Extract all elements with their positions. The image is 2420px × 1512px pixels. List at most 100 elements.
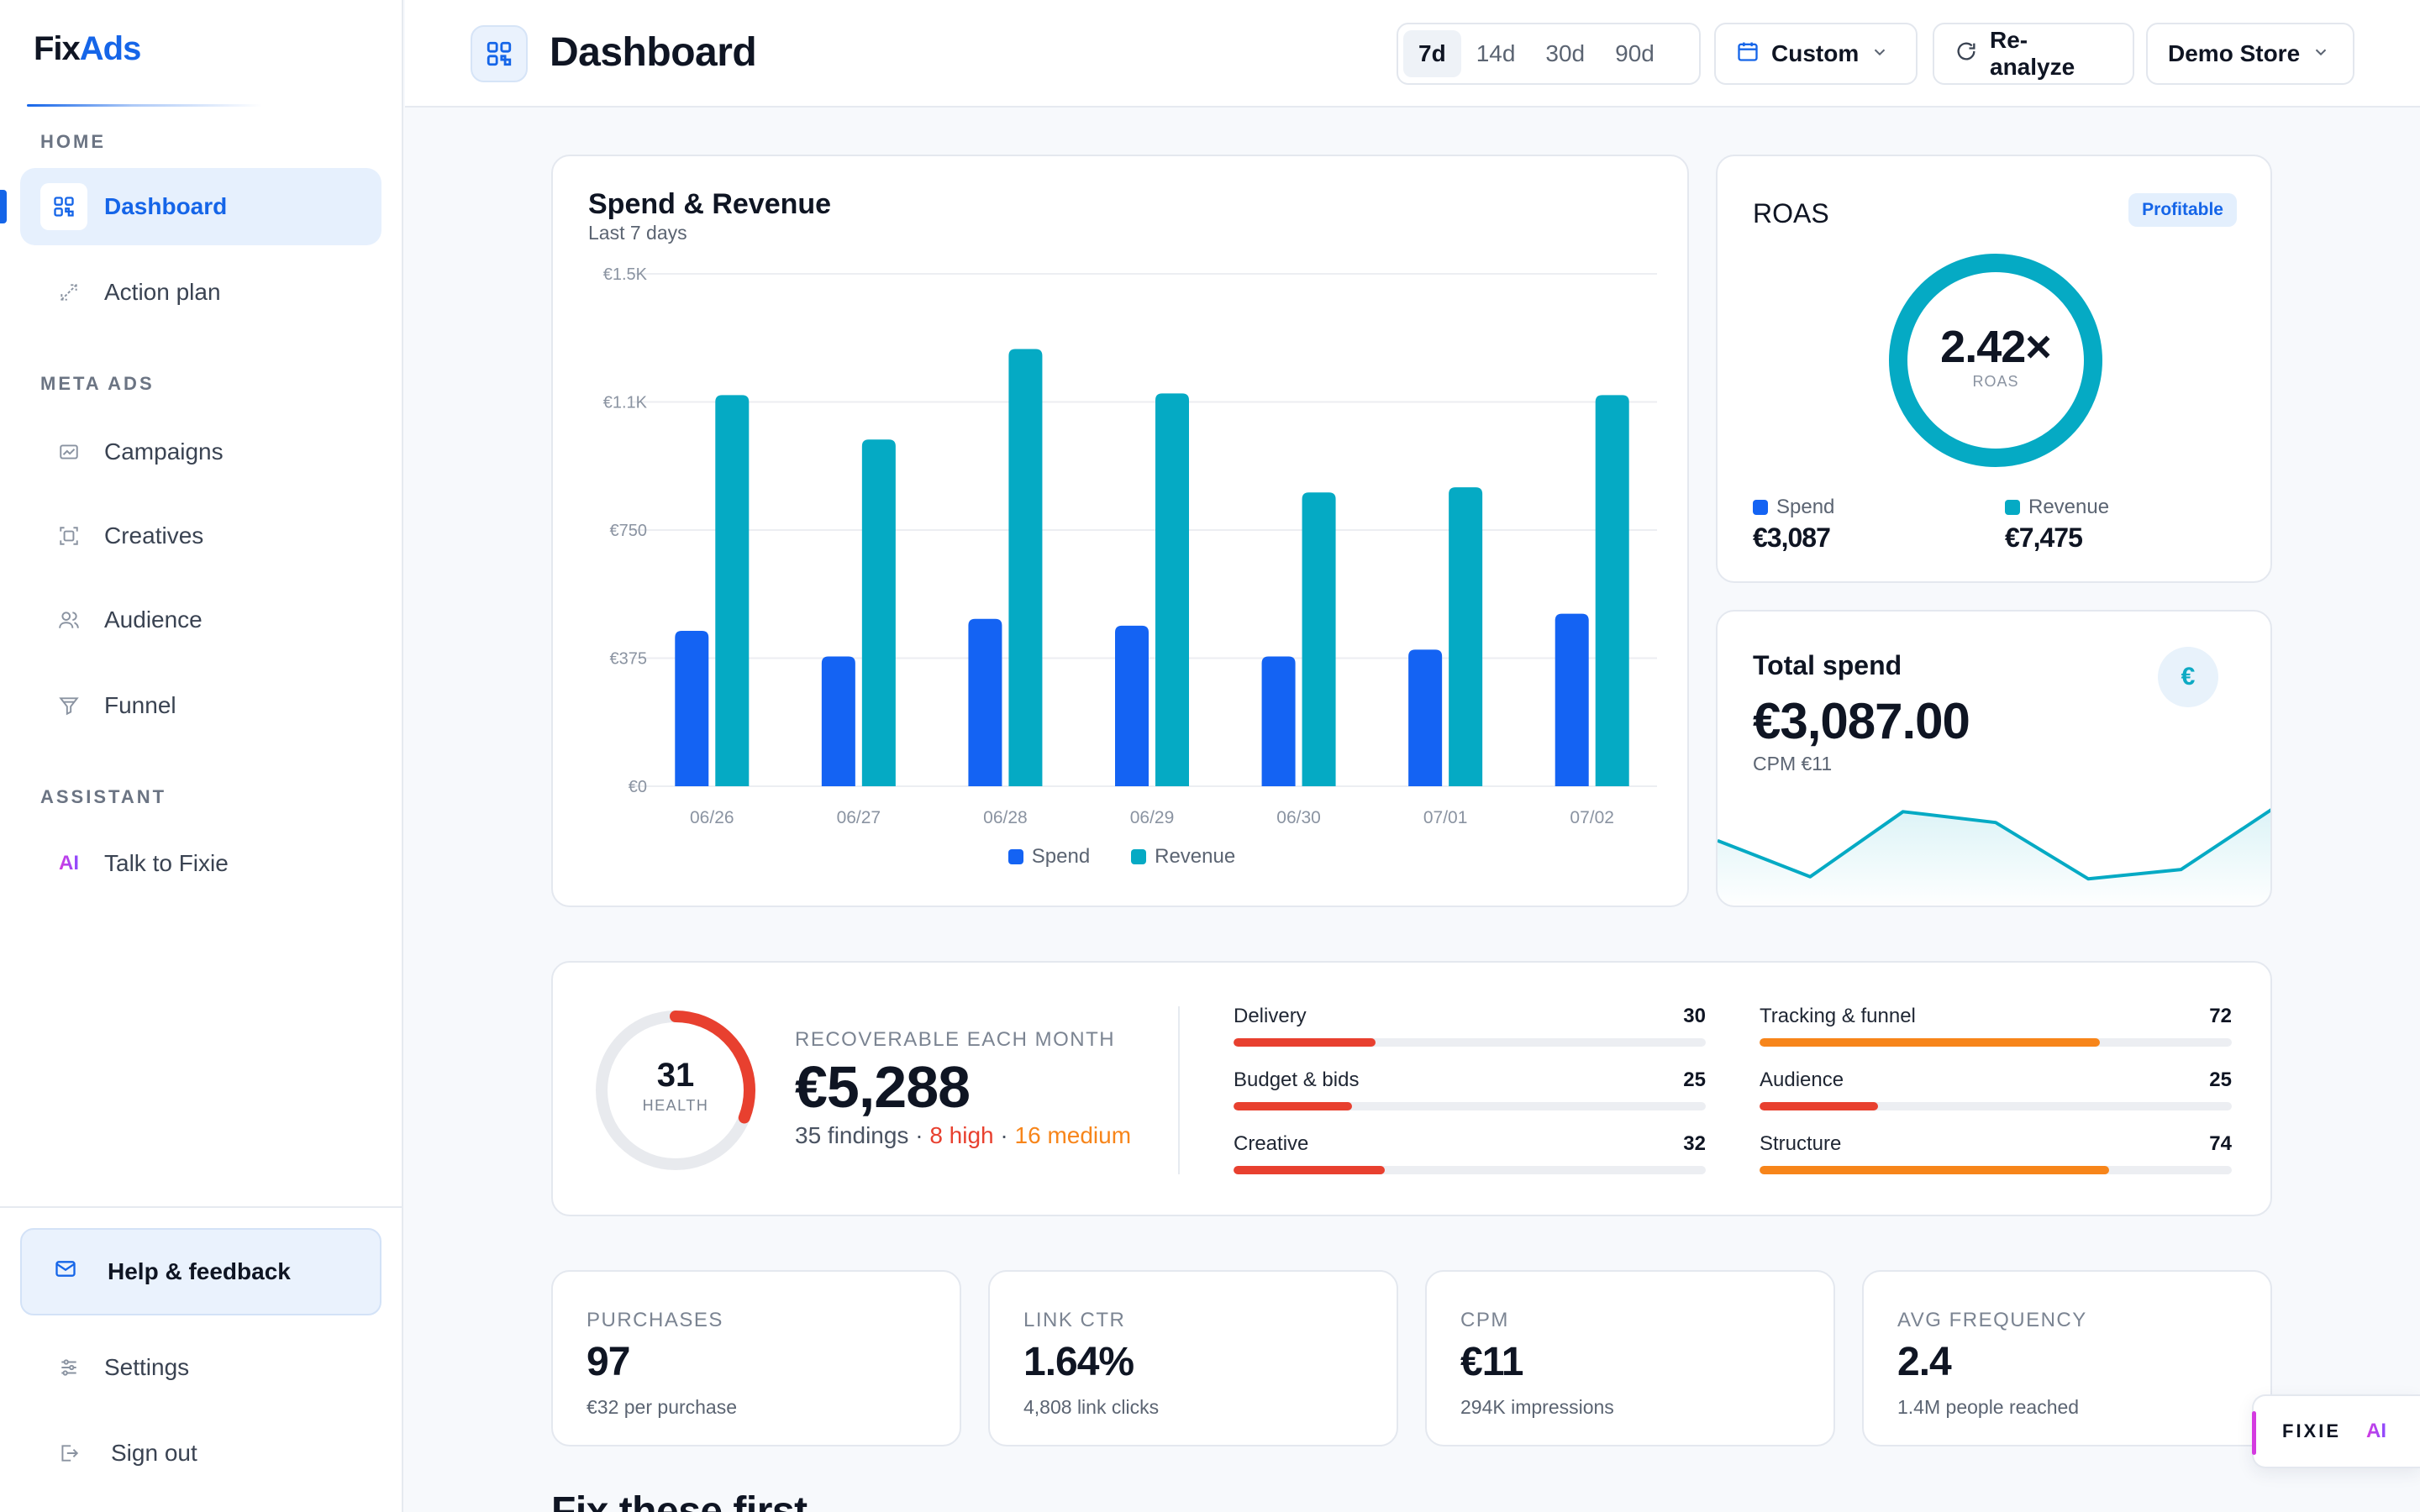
profitable-badge: Profitable	[2128, 193, 2237, 227]
kpi-card-purchases[interactable]: PURCHASES 97 €32 per purchase	[551, 1270, 961, 1446]
health-card: 31 HEALTH RECOVERABLE EACH MONTH €5,288 …	[551, 961, 2272, 1216]
bar-spend-06-27[interactable]	[821, 656, 855, 786]
chevron-down-icon	[1870, 40, 1889, 67]
y-tick-label: €0	[629, 778, 647, 796]
brand-underline	[27, 104, 262, 107]
category-track	[1760, 1038, 2232, 1047]
category-track	[1234, 1102, 1706, 1110]
category-fill	[1234, 1166, 1385, 1174]
users-icon	[52, 603, 86, 637]
bar-revenue-06-27[interactable]	[861, 439, 896, 786]
health-category-budget-bids[interactable]: Budget & bids 25	[1234, 1068, 1706, 1119]
category-name: Structure	[1760, 1132, 1842, 1155]
chevron-down-icon	[2312, 40, 2330, 67]
bar-revenue-06-29[interactable]	[1155, 393, 1189, 786]
bar-revenue-07-02[interactable]	[1595, 395, 1629, 786]
calendar-icon	[1736, 39, 1760, 69]
bar-revenue-06-30[interactable]	[1302, 492, 1336, 786]
sidebar: FixAds HOME Dashboard Action plan META A…	[0, 0, 403, 1512]
x-tick-label: 07/01	[1423, 808, 1468, 827]
bar-spend-07-01[interactable]	[1408, 649, 1443, 786]
category-name: Budget & bids	[1234, 1068, 1360, 1091]
roas-spend-legend: Spend	[1753, 496, 1834, 519]
store-selector[interactable]: Demo Store	[2146, 23, 2354, 85]
health-category-audience[interactable]: Audience 25	[1760, 1068, 2232, 1119]
sidebar-item-dashboard[interactable]: Dashboard	[20, 168, 381, 245]
custom-range-button[interactable]: Custom	[1714, 23, 1918, 85]
health-score: 31	[656, 1057, 695, 1094]
health-category-creative[interactable]: Creative 32	[1234, 1132, 1706, 1183]
section-heading-fix-first: Fix these first	[551, 1489, 808, 1512]
bar-revenue-07-01[interactable]	[1449, 487, 1483, 786]
health-divider	[1178, 1006, 1180, 1174]
x-tick-label: 06/30	[1276, 808, 1321, 827]
category-track	[1234, 1166, 1706, 1174]
help-label: Help & feedback	[108, 1258, 291, 1284]
date-range-toggle: 7d 14d 30d 90d	[1397, 23, 1701, 85]
category-name: Delivery	[1234, 1005, 1307, 1027]
bar-spend-06-28[interactable]	[968, 618, 1002, 786]
findings-high: 8 high	[929, 1122, 994, 1148]
bar-revenue-06-28[interactable]	[1008, 349, 1043, 786]
fixie-launcher[interactable]: FIXIE AI	[2252, 1394, 2420, 1468]
kpi-value: 1.64%	[1023, 1340, 1134, 1384]
sidebar-item-label: Dashboard	[104, 193, 228, 219]
range-7d[interactable]: 7d	[1403, 30, 1461, 77]
health-category-structure[interactable]: Structure 74	[1760, 1132, 2232, 1183]
x-tick-label: 07/02	[1570, 808, 1614, 827]
sidebar-item-sign-out[interactable]: Sign out	[20, 1415, 381, 1492]
kpi-subtext: 4,808 link clicks	[1023, 1396, 1160, 1418]
category-track	[1760, 1166, 2232, 1174]
roas-value: 2.42×	[1940, 322, 2052, 372]
category-track	[1234, 1038, 1706, 1047]
bar-spend-06-29[interactable]	[1115, 625, 1149, 786]
roas-ring-label: ROAS	[1972, 373, 2019, 390]
reanalyze-label: Re-analyze	[1990, 27, 2075, 80]
spend-revenue-chart: €0 €375 €750 €1.1K €1.5K 06/26 06/27 06/28 06/29…	[603, 265, 1657, 827]
x-tick-label: 06/28	[983, 808, 1028, 827]
bar-spend-06-26[interactable]	[675, 630, 709, 786]
kpi-value: 2.4	[1897, 1340, 1952, 1384]
range-14d[interactable]: 14d	[1476, 40, 1516, 66]
kpi-card-avg-frequency[interactable]: AVG FREQUENCY 2.4 1.4M people reached	[1862, 1270, 2272, 1446]
category-fill	[1760, 1038, 2100, 1047]
sidebar-item-settings[interactable]: Settings	[20, 1329, 381, 1406]
bar-spend-07-02[interactable]	[1555, 613, 1589, 786]
sliders-icon	[52, 1351, 86, 1384]
kpi-card-cpm[interactable]: CPM €11 294K impressions	[1425, 1270, 1835, 1446]
bar-spend-06-30[interactable]	[1261, 656, 1296, 786]
sidebar-item-action-plan[interactable]: Action plan	[20, 254, 381, 331]
mail-icon	[54, 1257, 77, 1287]
category-name: Audience	[1760, 1068, 1844, 1091]
ai-icon: AI	[59, 852, 79, 874]
kpi-subtext: €32 per purchase	[587, 1396, 738, 1418]
chart-legend: Spend Revenue	[553, 845, 1691, 869]
health-category-delivery[interactable]: Delivery 30	[1234, 1005, 1706, 1055]
sidebar-item-audience[interactable]: Audience	[20, 581, 381, 659]
sidebar-item-talk-to-fixie[interactable]: AI Talk to Fixie	[20, 825, 381, 902]
health-category-tracking-funnel[interactable]: Tracking & funnel 72	[1760, 1005, 2232, 1055]
brand-logo[interactable]: FixAds	[34, 30, 141, 68]
range-30d[interactable]: 30d	[1545, 40, 1586, 66]
range-90d[interactable]: 90d	[1615, 40, 1655, 66]
x-tick-label: 06/26	[690, 808, 734, 827]
sidebar-item-creatives[interactable]: Creatives	[20, 497, 381, 575]
section-label-assistant: ASSISTANT	[40, 786, 167, 807]
store-label: Demo Store	[2168, 40, 2301, 66]
kpi-value: €11	[1460, 1340, 1523, 1384]
recoverable-value: €5,288	[795, 1054, 971, 1120]
help-feedback-button[interactable]: Help & feedback	[20, 1228, 381, 1315]
reanalyze-button[interactable]: Re-analyze	[1933, 23, 2134, 85]
y-tick-label: €375	[610, 650, 648, 669]
y-tick-label: €1.1K	[603, 394, 648, 412]
kpi-card-link-ctr[interactable]: LINK CTR 1.64% 4,808 link clicks	[988, 1270, 1398, 1446]
legend-revenue: Revenue	[1131, 845, 1235, 868]
y-tick-label: €750	[610, 522, 648, 540]
sidebar-item-funnel[interactable]: Funnel	[20, 667, 381, 744]
ai-icon: AI	[2366, 1420, 2387, 1442]
sidebar-item-campaigns[interactable]: Campaigns	[20, 413, 381, 491]
spend-sparkline	[1718, 808, 2270, 906]
bar-revenue-06-26[interactable]	[715, 395, 750, 786]
sidebar-item-label: Creatives	[104, 522, 204, 549]
findings-count: 35 findings	[795, 1122, 909, 1148]
